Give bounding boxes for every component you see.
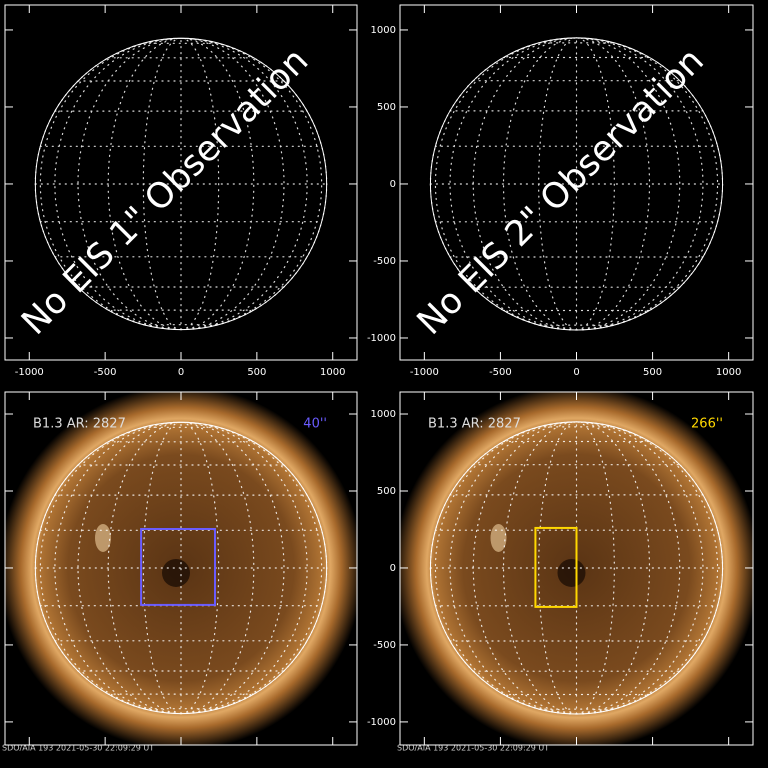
x-tick-label: 1000	[320, 367, 345, 378]
eis-box	[534, 526, 578, 608]
overlay-text: No EIS 1" Observation	[14, 41, 316, 343]
panel	[5, 392, 357, 745]
x-tick-label: 500	[247, 367, 266, 378]
y-tick-label: -500	[373, 256, 396, 267]
y-tick-label: 0	[390, 179, 396, 190]
coronal-hole	[162, 558, 190, 587]
x-tick-label: -500	[489, 367, 512, 378]
panel	[400, 392, 753, 745]
footer: SDO/AIA 193 2021-05-30 22:09:29 UT	[397, 744, 549, 753]
region-label: B1.3 AR: 2827	[33, 417, 126, 432]
x-tick-label: 0	[178, 367, 184, 378]
panel	[429, 37, 724, 331]
grid-dots	[429, 421, 724, 715]
y-tick-label: -1000	[367, 333, 396, 344]
x-tick-label: -1000	[410, 367, 439, 378]
eis-box	[140, 528, 216, 606]
x-tick-label: 1000	[716, 367, 741, 378]
bright-region	[95, 523, 111, 552]
footer: SDO/AIA 193 2021-05-30 22:09:29 UT	[2, 744, 154, 753]
y-tick-label: 1000	[371, 409, 396, 420]
coronal-hole	[557, 558, 586, 587]
x-tick-label: 0	[573, 367, 579, 378]
duration-label: 266''	[691, 417, 723, 432]
region-label: B1.3 AR: 2827	[428, 417, 521, 432]
y-tick-label: -500	[373, 640, 396, 651]
duration-label: 40''	[303, 417, 327, 432]
overlay-text: No EIS 2" Observation	[410, 41, 712, 343]
grid-dots	[34, 421, 328, 715]
bright-region	[490, 523, 507, 552]
x-tick-label: -1000	[15, 367, 44, 378]
grid-dots	[429, 37, 724, 331]
y-tick-label: -1000	[367, 717, 396, 728]
y-tick-label: 500	[377, 102, 396, 113]
grid-dots	[34, 37, 328, 331]
y-tick-label: 0	[390, 563, 396, 574]
y-tick-label: 1000	[371, 25, 396, 36]
x-tick-label: -500	[94, 367, 117, 378]
x-tick-label: 500	[643, 367, 662, 378]
y-tick-label: 500	[377, 486, 396, 497]
panel	[34, 37, 328, 331]
